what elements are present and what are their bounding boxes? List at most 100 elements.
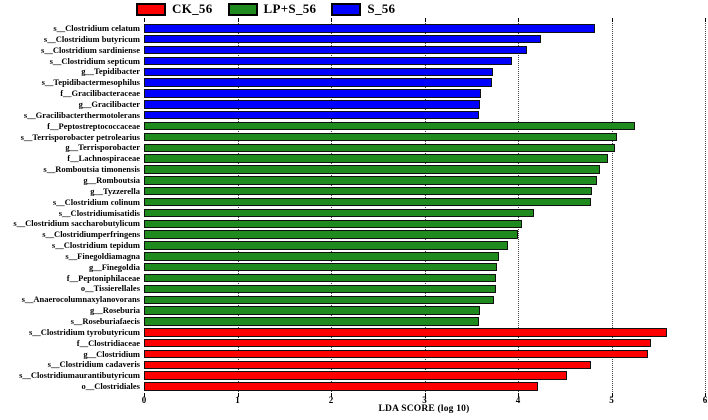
taxon-label: s__Gracilibacterthermotolerans	[23, 109, 140, 120]
axis-tick-top	[611, 18, 613, 22]
lda-bar	[144, 262, 498, 272]
taxon-label: g__Tyzzerella	[90, 185, 140, 196]
legend-item-lps56: LP+S_56	[227, 1, 317, 17]
legend-item-s56: S_56	[331, 1, 395, 17]
taxon-label: s__Clostridium saccharobutylicum	[13, 218, 140, 229]
lda-bar	[144, 56, 513, 66]
taxon-label: s__Anaerocolumnaxylanovorans	[21, 294, 140, 305]
lda-bar	[144, 197, 591, 207]
axis-tick-bottom	[331, 393, 332, 397]
x-tick-label: 3	[422, 395, 427, 405]
x-tick-label: 1	[235, 395, 240, 405]
lda-bar	[144, 89, 481, 98]
gridline	[705, 23, 706, 392]
lda-bar	[144, 132, 618, 142]
lda-bar	[144, 143, 616, 153]
lda-bar	[144, 165, 601, 174]
taxon-label: f__Lachnospiraceae	[67, 153, 140, 164]
taxon-label: s__Clostridium tepidum	[51, 240, 140, 251]
taxon-label: s__Clostridium colinum	[52, 196, 140, 207]
axis-tick-top	[237, 18, 239, 22]
axis-tick-top	[331, 18, 332, 22]
lda-bar	[144, 328, 667, 337]
lda-bar	[144, 121, 635, 131]
taxon-label: g__Finegoldia	[88, 261, 140, 272]
taxon-label: s__Terrisporobacter petrolearius	[20, 131, 140, 142]
lda-bar	[144, 284, 497, 294]
axis-tick-top	[518, 18, 519, 22]
gridline	[237, 23, 239, 392]
lda-bar	[144, 360, 591, 370]
legend-item-ck56: CK_56	[136, 1, 213, 17]
lda-bar	[144, 186, 592, 196]
taxon-label: s__Clostridiumaurantibutyricum	[19, 370, 140, 381]
lda-bar	[144, 208, 534, 218]
legend-swatch-blue	[331, 2, 362, 16]
x-axis-title: LDA SCORE (log 10)	[378, 404, 470, 414]
taxon-label: s__Tepidibactermesophilus	[41, 77, 140, 88]
taxon-label: s__Clostridium septicum	[49, 55, 140, 66]
legend-swatch-red	[136, 2, 166, 16]
lda-bar	[144, 230, 518, 239]
gridline	[424, 23, 426, 392]
lda-bar	[144, 176, 597, 185]
taxon-label: s__Clostridiumperfringens	[42, 229, 140, 240]
lda-bar	[144, 24, 595, 33]
lda-bar	[144, 273, 497, 283]
taxon-label: g__Romboutsia	[83, 174, 140, 185]
lda-bar	[144, 35, 542, 44]
gridline	[611, 23, 613, 392]
taxon-label: f__Peptoniphilaceae	[66, 272, 140, 283]
taxon-label: s__Clostridium celatum	[53, 23, 140, 33]
taxon-label: g__Gracilibacter	[78, 98, 140, 109]
axis-tick-top	[144, 18, 145, 22]
lda-bar	[144, 306, 480, 315]
plot-area	[144, 18, 706, 397]
x-tick-label: 0	[141, 395, 147, 405]
taxon-label: g__Terrisporobacter	[65, 142, 140, 153]
taxon-label: s__Clostridium cadaveris	[47, 359, 140, 370]
x-tick-label: 6	[702, 395, 708, 405]
axis-tick-bottom	[611, 393, 613, 397]
legend: CK_56 LP+S_56 S_56	[136, 1, 395, 17]
lda-bar	[144, 100, 480, 109]
lda-bar	[144, 371, 567, 380]
axis-tick-top	[705, 18, 706, 22]
lda-bar	[144, 349, 648, 359]
lda-bar	[144, 317, 479, 326]
legend-swatch-green	[227, 2, 258, 16]
lda-bar	[144, 252, 500, 261]
axis-tick-bottom	[705, 393, 706, 397]
taxon-label: s__Finegoldiamagna	[65, 250, 140, 261]
lda-bar	[144, 154, 608, 163]
taxon-label: o__Tissierellales	[80, 283, 140, 294]
taxon-label: g__Roseburia	[89, 305, 140, 316]
lda-bar	[144, 67, 493, 77]
gridline	[331, 23, 332, 392]
taxon-label: f__Peptostreptococcaceae	[47, 120, 140, 131]
lda-bar	[144, 45, 528, 55]
lda-bar	[144, 382, 538, 391]
taxon-label: f__Gracilibacteraceae	[60, 88, 140, 99]
x-tick-label: 4	[515, 395, 521, 405]
taxon-label: s__Clostridium tyrobutyricum	[28, 326, 140, 337]
lda-bar	[144, 338, 651, 348]
lda-bar	[144, 219, 522, 228]
taxon-label: s__Clostridium sardiniense	[41, 44, 140, 55]
gridline	[518, 23, 519, 392]
legend-label: LP+S_56	[263, 1, 317, 16]
axis-tick-top	[424, 18, 426, 22]
taxon-label: f__Clostridiaceae	[76, 337, 140, 348]
axis-tick-bottom	[424, 393, 426, 397]
x-tick-label: 2	[328, 395, 334, 405]
taxon-label: o__Clostridiales	[81, 381, 140, 392]
lda-bar	[144, 78, 492, 87]
taxon-label: s__Clostridiumisatidis	[58, 207, 140, 218]
axis-tick-bottom	[518, 393, 519, 397]
taxon-label: g__Tepidibacter	[81, 66, 140, 77]
x-tick-label: 5	[609, 395, 614, 405]
taxon-label: g__Clostridium	[83, 348, 140, 359]
axis-tick-bottom	[237, 393, 239, 397]
taxon-label: s__Romboutsia timonensis	[43, 164, 140, 175]
